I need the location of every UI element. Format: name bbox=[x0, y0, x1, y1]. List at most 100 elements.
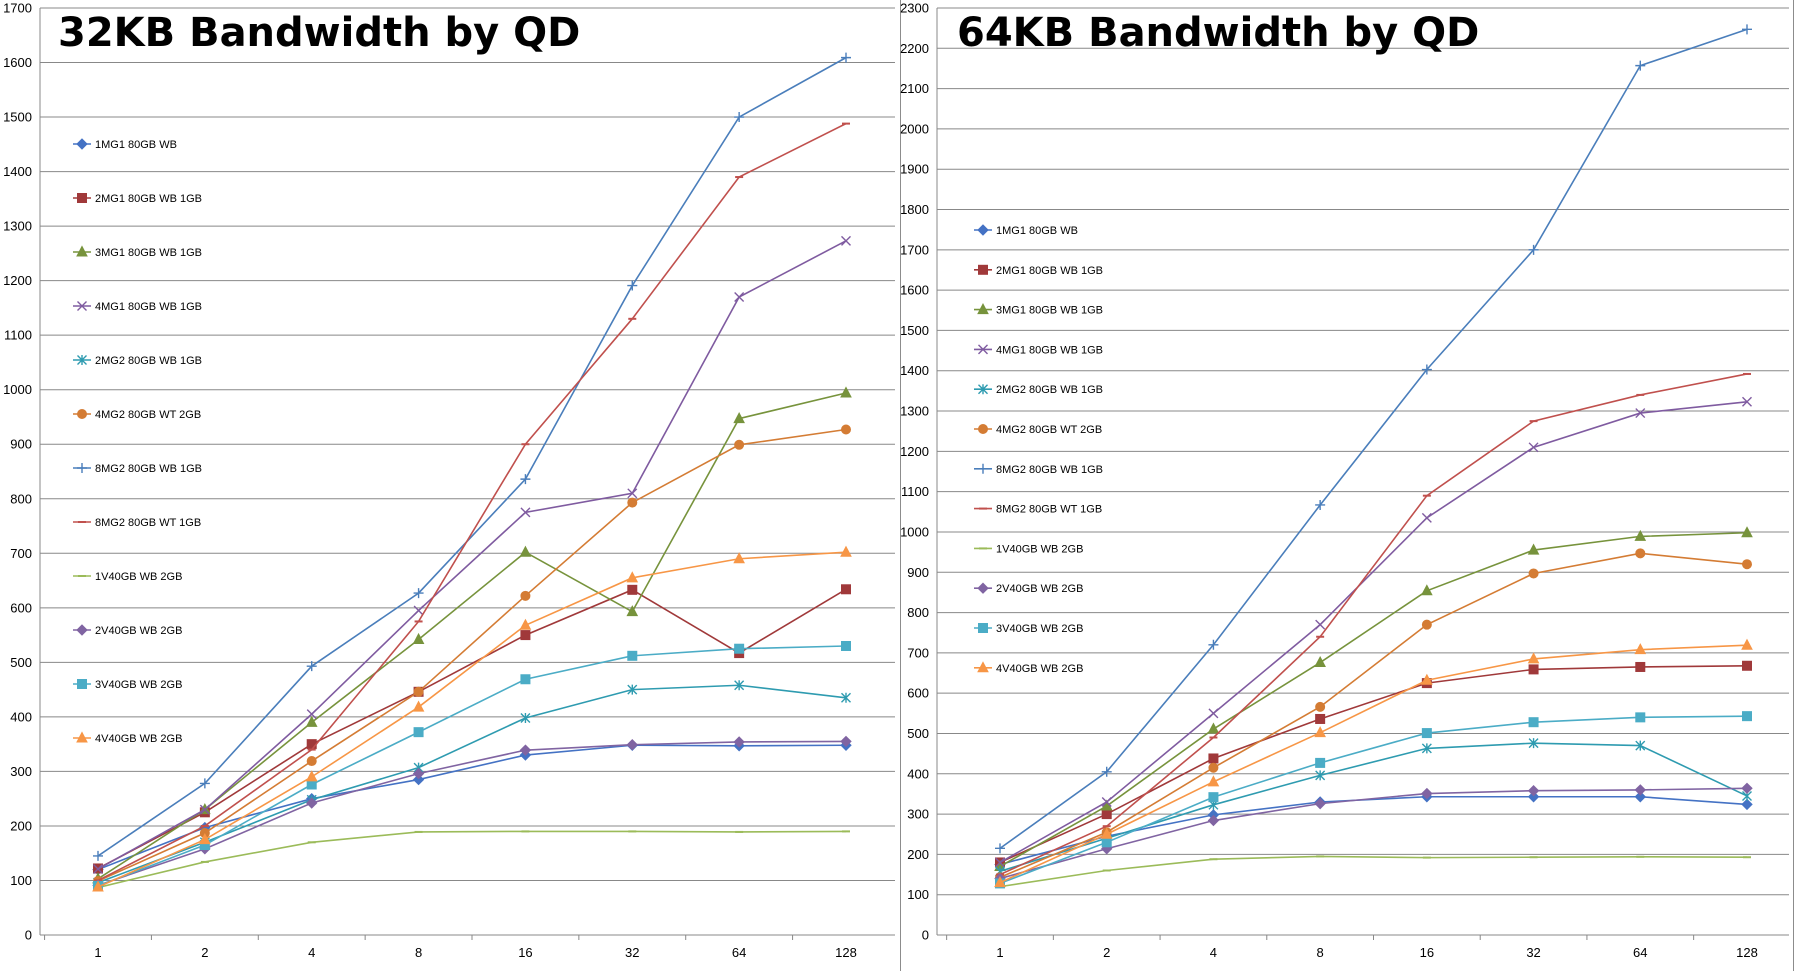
data-point-1mg1-80gb-wb-7 bbox=[1741, 798, 1753, 811]
y-tick-label: 300 bbox=[10, 764, 32, 779]
data-point-3v40gb-wb-2gb-4 bbox=[520, 674, 531, 685]
data-point-2mg1-80gb-wb-1gb-2 bbox=[306, 739, 317, 750]
data-point-legend-2mg2-80gb-wb-1gb-0 bbox=[978, 384, 988, 395]
data-point-8mg2-80gb-wb-1gb-1 bbox=[1101, 766, 1112, 777]
y-tick-label: 1700 bbox=[900, 242, 929, 257]
y-axis: 0 100 200 300 400 500 600 700 800 900 1000 1100 1200… bbox=[900, 1, 929, 943]
y-tick-label: 100 bbox=[10, 873, 32, 888]
series-line-4v40gb-wb-2gb bbox=[999, 644, 1748, 884]
data-point-2v40gb-wb-2gb-2 bbox=[306, 797, 318, 809]
data-point-8mg2-80gb-wb-1gb-5 bbox=[1528, 244, 1539, 255]
data-point-3mg1-80gb-wb-1gb-3 bbox=[1314, 655, 1326, 668]
y-tick-label: 900 bbox=[907, 565, 929, 580]
legend-item-4mg1-80gb-wb-1gb: 4MG1 80GB WB 1GB bbox=[73, 301, 202, 313]
series-line-3mg1-80gb-wb-1gb bbox=[97, 392, 847, 880]
x-tick-label: 128 bbox=[835, 945, 857, 960]
y-tick-label: 1300 bbox=[900, 404, 929, 419]
y-tick-label: 1400 bbox=[3, 164, 32, 179]
data-point-4v40gb-wb-2gb-2 bbox=[1207, 775, 1220, 787]
data-point-3v40gb-wb-2gb-5 bbox=[627, 650, 638, 661]
legend-item-3mg1-80gb-wb-1gb: 3MG1 80GB WB 1GB bbox=[73, 245, 202, 259]
y-gridlines bbox=[40, 7, 895, 936]
data-point-2mg2-80gb-wb-1gb-6 bbox=[1635, 740, 1646, 751]
data-point-8mg2-80gb-wb-1gb-2 bbox=[1208, 639, 1219, 650]
data-point-legend-2mg1-80gb-wb-1gb-0 bbox=[77, 193, 87, 203]
data-point-4v40gb-wb-2gb-4 bbox=[1421, 673, 1433, 685]
x-tick-label: 16 bbox=[1420, 945, 1434, 960]
legend: 1MG1 80GB WB 2MG1 80GB WB 1GB 3MG1 80GB WB… bbox=[73, 138, 202, 745]
legend-label: 2MG1 80GB WB 1GB bbox=[95, 193, 202, 205]
data-point-8mg2-80gb-wb-1gb-2 bbox=[306, 661, 317, 672]
legend-label: 1V40GB WB 2GB bbox=[996, 543, 1083, 555]
data-point-3v40gb-wb-2gb-7 bbox=[1742, 711, 1752, 722]
series-line-4v40gb-wb-2gb bbox=[97, 551, 847, 888]
series-line-8mg2-80gb-wt-1gb bbox=[999, 373, 1748, 876]
x-tick-label: 1 bbox=[94, 945, 101, 960]
legend-item-2mg1-80gb-wb-1gb: 2MG1 80GB WB 1GB bbox=[73, 193, 202, 205]
data-point-4mg1-80gb-wb-1gb-2 bbox=[1208, 708, 1219, 719]
y-tick-label: 800 bbox=[907, 605, 929, 620]
data-point-4mg1-80gb-wb-1gb-7 bbox=[841, 235, 851, 246]
x-tick-label: 32 bbox=[1526, 945, 1540, 960]
data-point-legend-3v40gb-wb-2gb-0 bbox=[978, 623, 988, 633]
data-point-4mg1-80gb-wb-1gb-5 bbox=[627, 488, 638, 499]
data-point-4mg1-80gb-wb-1gb-2 bbox=[306, 709, 317, 720]
series-line-1v40gb-wb-2gb bbox=[999, 855, 1748, 888]
x-tick-label: 64 bbox=[1633, 945, 1647, 960]
x-tick-label: 8 bbox=[1317, 945, 1324, 960]
data-point-4mg1-80gb-wb-1gb-7 bbox=[1742, 396, 1752, 407]
data-point-legend-4mg1-80gb-wb-1gb-0 bbox=[978, 344, 988, 355]
series-line-3mg1-80gb-wb-1gb bbox=[999, 531, 1748, 868]
data-point-2mg2-80gb-wb-1gb-7 bbox=[841, 692, 851, 703]
data-point-8mg2-80gb-wb-1gb-3 bbox=[1315, 499, 1326, 510]
data-point-3v40gb-wb-2gb-6 bbox=[1635, 712, 1646, 723]
legend-label: 3MG1 80GB WB 1GB bbox=[996, 305, 1103, 317]
legend-label: 1V40GB WB 2GB bbox=[95, 571, 182, 583]
data-point-3v40gb-wb-2gb-3 bbox=[1315, 757, 1326, 768]
data-point-2mg1-80gb-wb-1gb-1 bbox=[1101, 809, 1112, 820]
data-point-4mg2-80gb-wt-2gb-4 bbox=[1421, 619, 1432, 630]
data-point-legend-4v40gb-wb-2gb-0 bbox=[977, 661, 989, 673]
legend-label: 1MG1 80GB WB bbox=[996, 225, 1078, 237]
series-line-8mg2-80gb-wt-1gb bbox=[97, 122, 847, 882]
data-point-1mg1-80gb-wb-3 bbox=[412, 773, 425, 786]
data-point-2v40gb-wb-2gb-4 bbox=[519, 744, 532, 756]
legend-label: 8MG2 80GB WT 1GB bbox=[95, 517, 201, 529]
data-point-legend-2mg2-80gb-wb-1gb-0 bbox=[77, 355, 87, 365]
data-point-4mg2-80gb-wt-2gb-4 bbox=[520, 590, 531, 601]
x-tick-label: 16 bbox=[518, 945, 532, 960]
line-chart-32kb: 0 100 200 300 400 500 600 700 800 900 1000 1100 1200… bbox=[3, 1, 895, 960]
legend-label: 8MG2 80GB WT 1GB bbox=[996, 504, 1102, 516]
series-line-1v40gb-wb-2gb bbox=[97, 830, 847, 889]
y-tick-label: 0 bbox=[25, 928, 32, 943]
data-point-4v40gb-wb-2gb-0 bbox=[994, 876, 1006, 888]
legend-item-3mg1-80gb-wb-1gb: 3MG1 80GB WB 1GB bbox=[974, 303, 1103, 317]
chart-title: 32KB Bandwidth by QD bbox=[58, 10, 580, 56]
series-line-4mg1-80gb-wb-1gb bbox=[999, 400, 1748, 864]
legend-item-2mg1-80gb-wb-1gb: 2MG1 80GB WB 1GB bbox=[974, 264, 1103, 277]
data-point-legend-4mg1-80gb-wb-1gb-0 bbox=[77, 301, 87, 311]
y-tick-label: 500 bbox=[907, 726, 929, 741]
data-point-4mg1-80gb-wb-1gb-4 bbox=[1421, 512, 1432, 523]
legend-item-4mg1-80gb-wb-1gb: 4MG1 80GB WB 1GB bbox=[974, 344, 1103, 356]
data-point-1mg1-80gb-wb-5 bbox=[1527, 791, 1540, 803]
y-tick-label: 700 bbox=[907, 645, 929, 660]
data-point-3v40gb-wb-2gb-4 bbox=[1421, 728, 1432, 739]
legend-item-3v40gb-wb-2gb: 3V40GB WB 2GB bbox=[974, 623, 1083, 635]
data-point-3v40gb-wb-2gb-6 bbox=[734, 643, 745, 654]
data-point-4mg1-80gb-wb-1gb-1 bbox=[1101, 797, 1112, 807]
y-tick-label: 1000 bbox=[900, 524, 929, 539]
data-point-4mg2-80gb-wt-2gb-3 bbox=[413, 686, 424, 697]
series-line-2v40gb-wb-2gb bbox=[97, 740, 847, 887]
data-point-4mg2-80gb-wt-2gb-6 bbox=[1635, 548, 1646, 559]
y-axis: 0 100 200 300 400 500 600 700 800 900 1000 1100 1200… bbox=[3, 1, 32, 943]
data-point-2v40gb-wb-2gb-4 bbox=[1421, 787, 1433, 800]
data-point-4mg1-80gb-wb-1gb-3 bbox=[413, 605, 424, 616]
series-line-8mg2-80gb-wb-1gb bbox=[97, 56, 847, 857]
data-point-2v40gb-wb-2gb-7 bbox=[840, 735, 852, 748]
data-point-2mg1-80gb-wb-1gb-3 bbox=[1315, 713, 1326, 724]
data-point-legend-2v40gb-wb-2gb-0 bbox=[977, 582, 989, 594]
y-tick-label: 1800 bbox=[900, 202, 929, 217]
legend-label: 4MG1 80GB WB 1GB bbox=[95, 301, 202, 313]
data-point-4mg2-80gb-wt-2gb-5 bbox=[1528, 568, 1539, 579]
